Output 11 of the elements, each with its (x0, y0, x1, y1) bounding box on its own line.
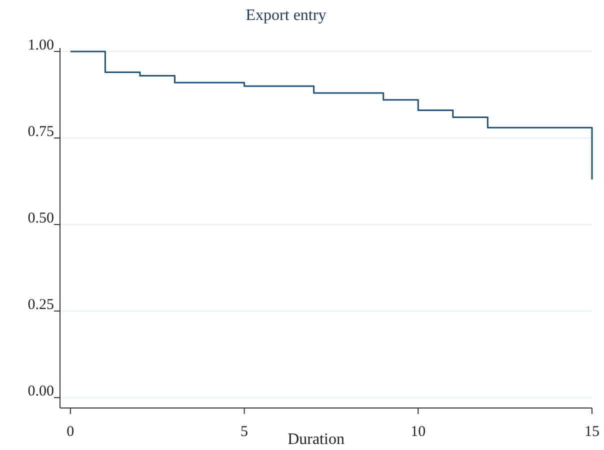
y-tick-label: 0.25 (28, 297, 54, 314)
x-tick-label: 0 (66, 424, 74, 440)
x-tick-label: 15 (584, 424, 600, 440)
x-axis-title: Duration (288, 431, 344, 448)
x-tick-label: 10 (410, 424, 426, 440)
x-tick-label: 5 (240, 424, 248, 440)
chart-title: Export entry (246, 7, 326, 24)
y-tick-label: 1.00 (28, 37, 54, 54)
y-tick-label: 0.50 (28, 210, 54, 227)
y-tick-label: 0.75 (28, 124, 54, 140)
y-tick-label: 0.00 (28, 384, 54, 400)
